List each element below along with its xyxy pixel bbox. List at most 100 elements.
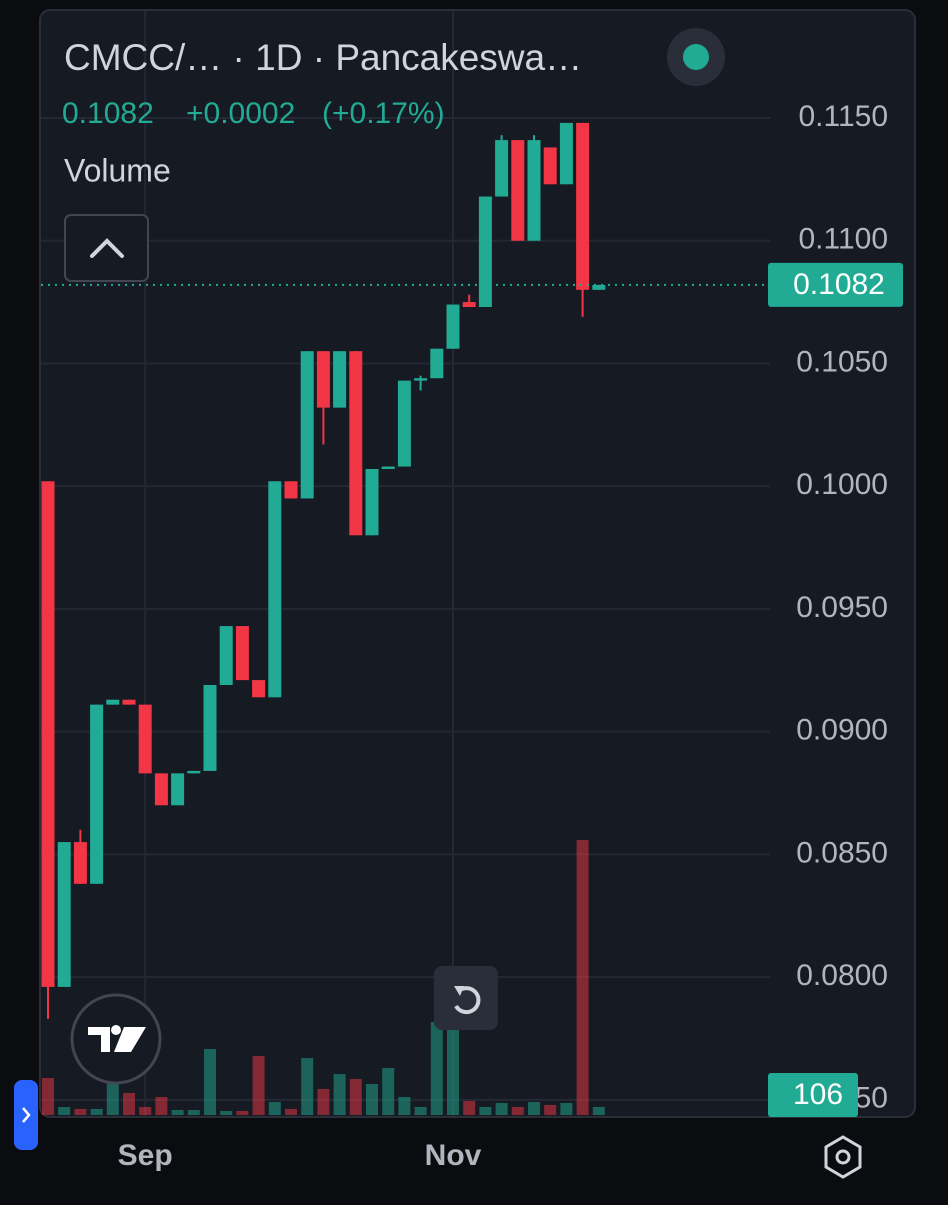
candle-body [527,140,541,241]
reset-button[interactable] [434,966,498,1030]
candle-body [446,304,460,349]
logo-button[interactable] [70,993,162,1085]
volume-tag [768,1073,858,1117]
volume-bar [90,1108,103,1115]
y-tick-label: 0.1100 [798,223,888,256]
last-price: 0.1082 [62,97,154,130]
candle-body [300,351,314,499]
volume-bar [42,1078,54,1115]
volume-bar [528,1102,540,1115]
candle-body [219,626,233,685]
volume-bar [220,1111,233,1115]
collapse-button[interactable] [64,214,149,282]
volume-bar [333,1074,346,1115]
y-tick-label: 0.1050 [796,345,888,378]
volume-layer [42,840,605,1115]
y-tick-label: 0.0800 [796,959,888,992]
volume-bar [285,1108,297,1115]
candle-body [576,122,590,290]
volume-bar [349,1079,362,1115]
volume-bar [382,1067,395,1115]
y-tick-label: 0.0850 [796,836,888,869]
y-tick-label: 0.0900 [796,714,888,747]
volume-bar [187,1110,200,1115]
candle-body [171,773,185,806]
settings-button[interactable] [824,1135,862,1179]
candle-body [349,351,363,536]
volume-bar [560,1103,573,1115]
volume-bar [268,1102,281,1115]
volume-bar [430,1022,443,1115]
x-tick-label: Nov [425,1139,482,1172]
candle-body [187,770,201,774]
volume-bar [106,1078,119,1115]
volume-bar [592,1107,605,1115]
price-change-pct: (+0.17%) [322,97,445,130]
volume-bar [252,1055,265,1115]
volume-legend: Volume [64,152,171,188]
status-dot [683,44,709,70]
volume-bar [576,840,589,1115]
candle-body [138,704,152,774]
candle-body [511,140,525,241]
volume-bar [58,1107,71,1115]
side-handle-icon [22,1107,31,1123]
side-handle[interactable] [14,1080,38,1150]
candle-body [333,351,347,408]
y-tick-label: 0.0950 [796,591,888,624]
candle-body [154,773,168,806]
volume-bar [204,1048,216,1115]
candle-body [430,348,444,379]
last-price-tag [768,262,903,307]
volume-bar [447,1030,459,1115]
candle-body [122,699,136,705]
volume-tag-label: 106 [793,1078,843,1111]
volume-bar [123,1092,135,1115]
settings-icon [835,1149,851,1165]
volume-bar [236,1111,249,1115]
candle-layer [41,122,606,1019]
candle-body [397,380,411,467]
volume-bar [301,1058,314,1115]
grid-layer [41,11,770,1116]
y-tick-label: 0.1000 [796,468,888,501]
volume-bar [317,1088,330,1115]
volume-bar [74,1108,87,1115]
reset-icon [454,986,481,1015]
volume-bar [479,1107,492,1115]
candle-body [495,140,509,197]
candle-body [284,481,298,499]
volume-bar [511,1107,524,1115]
volume-bar [495,1103,508,1115]
volume-bar [544,1104,557,1115]
candle-body [414,378,428,381]
candle-body [316,351,330,408]
volume-bar [171,1110,184,1115]
candle-body [106,699,120,705]
volume-bar [463,1100,476,1115]
candle-body [41,481,55,987]
candle-body [559,122,573,185]
reset-arrow [454,986,464,996]
price-change: +0.0002 [186,97,295,130]
candle-body [57,842,71,987]
collapse-icon [90,238,124,258]
chart-title: CMCC/… · 1D · Pancakeswa… [64,37,582,78]
candle-body [365,469,379,536]
candle-body [252,680,266,698]
candle-body [478,196,492,307]
axis-layer: 0.07500.08000.08500.09000.09500.10000.10… [41,100,903,1172]
candle-body [203,685,217,771]
y-tick-label: 0.1150 [798,100,888,133]
volume-bar [155,1096,168,1115]
candle-body [543,147,557,185]
candle-body [235,626,249,681]
candle-body [73,842,87,884]
volume-bar [366,1083,378,1115]
candle-body [268,481,282,698]
logo [88,1027,146,1052]
candle-body [592,284,606,290]
logo-dot [111,1025,121,1035]
